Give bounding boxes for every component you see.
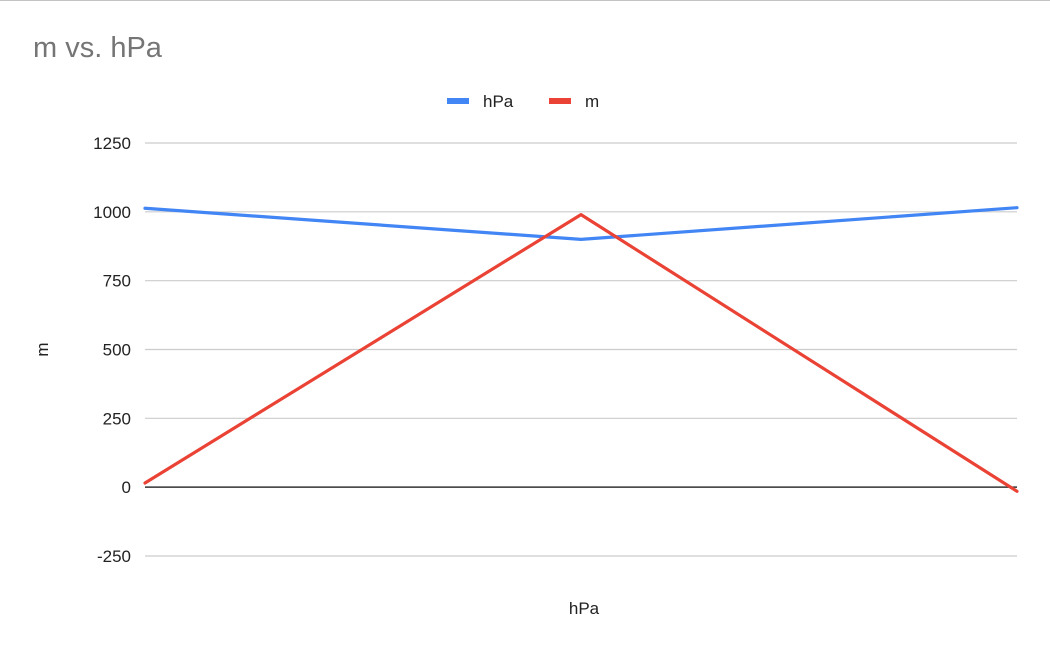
y-tick-label: 500: [103, 341, 131, 360]
series-line-hpa: [143, 206, 1019, 241]
gridlines: [145, 142, 1017, 557]
y-axis-title: m: [33, 342, 52, 356]
y-tick-label: 250: [103, 409, 131, 428]
legend-label: hPa: [483, 92, 514, 111]
legend: hPa m: [447, 92, 599, 111]
y-tick-label: 0: [122, 478, 131, 497]
top-border: [0, 0, 1050, 1]
series-line-m: [143, 212, 1019, 493]
y-tick-label: -250: [97, 547, 131, 566]
series-lines: [143, 206, 1019, 493]
chart-title: m vs. hPa: [33, 32, 162, 64]
y-tick-label: 750: [103, 272, 131, 291]
y-axis-tick-labels: 1250 1000 750 500 250 0 -250: [93, 134, 131, 566]
legend-label: m: [585, 92, 599, 111]
y-tick-label: 1000: [93, 203, 131, 222]
y-tick-label: 1250: [93, 134, 131, 153]
x-axis-title: hPa: [569, 599, 600, 618]
